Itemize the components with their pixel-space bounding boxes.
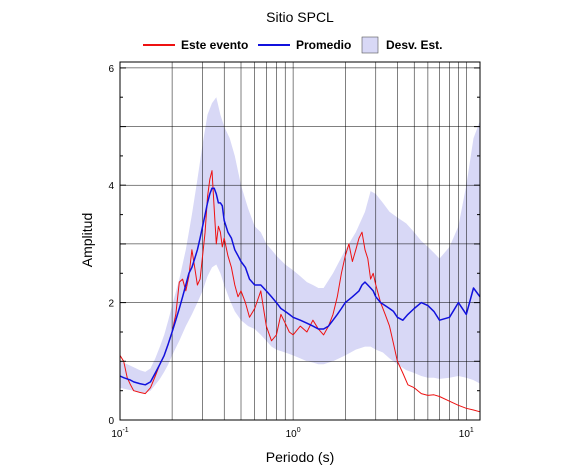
plot-area	[119, 61, 481, 421]
series-layer	[119, 170, 481, 413]
series-este-evento-line	[119, 170, 481, 413]
x-tick-label: 100	[286, 427, 301, 440]
legend-label: Promedio	[296, 38, 351, 52]
x-tick-label: 10-1	[111, 427, 128, 440]
y-tick-label: 4	[108, 181, 114, 192]
y-axis-label: Amplitud	[79, 213, 95, 267]
x-axis-label: Periodo (s)	[266, 449, 334, 465]
x-tick-base: 10	[286, 429, 298, 440]
x-tick-exponent: 0	[297, 427, 301, 434]
legend-label: Este evento	[181, 38, 248, 52]
y-tick-label: 0	[108, 416, 114, 427]
legend-swatch-band	[361, 36, 379, 54]
legend-label: Desv. Est.	[386, 38, 442, 52]
series-promedio-line	[119, 187, 481, 386]
y-tick-label: 2	[108, 299, 114, 310]
plot-frame	[119, 61, 481, 421]
std-band-layer	[120, 97, 480, 393]
chart-title: Sitio SPCL	[266, 9, 334, 25]
y-tick-labels: 0 2 4 6	[108, 64, 114, 427]
x-tick-base: 10	[459, 429, 471, 440]
x-tick-exponent: -1	[122, 427, 128, 434]
legend: Este evento Promedio Desv. Est.	[143, 36, 442, 54]
frame-ticks	[120, 67, 480, 392]
x-tick-label: 101	[459, 427, 474, 440]
x-tick-base: 10	[111, 429, 123, 440]
x-tick-exponent: 1	[470, 427, 474, 434]
y-tick-label: 6	[108, 64, 114, 75]
x-tick-labels: 10-1 100 101	[111, 427, 474, 440]
std-dev-band	[120, 97, 480, 393]
